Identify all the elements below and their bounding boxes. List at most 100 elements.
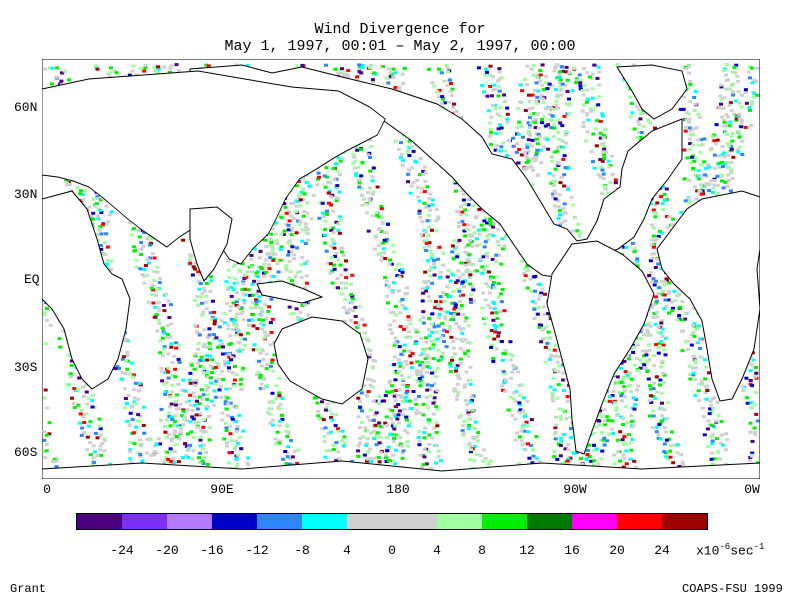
swath-cell	[290, 227, 295, 230]
swath-cell	[203, 300, 208, 304]
swath-cell	[426, 355, 431, 359]
swath-cell	[381, 247, 386, 251]
swath-cell	[591, 132, 596, 136]
swath-cell	[206, 64, 211, 68]
swath-cell	[323, 455, 328, 459]
swath-cell	[177, 343, 181, 347]
swath-cell	[457, 221, 462, 224]
swath-cell	[622, 359, 627, 363]
swath-cell	[330, 418, 335, 422]
swath-cell	[558, 213, 563, 217]
swath-cell	[235, 424, 240, 428]
swath-cell	[558, 407, 562, 411]
swath-cell	[212, 319, 217, 323]
swath-cell	[430, 330, 435, 334]
swath-cell	[43, 342, 48, 346]
swath-cell	[240, 348, 245, 351]
swath-cell	[372, 456, 377, 460]
swath-cell	[352, 155, 357, 159]
swath-cell	[336, 258, 341, 262]
swath-cell	[360, 421, 365, 424]
swath-cell	[455, 253, 460, 256]
swath-cell	[136, 413, 141, 417]
swath-cell	[403, 307, 408, 311]
swath-cell	[189, 361, 194, 365]
swath-cell	[91, 217, 95, 221]
swath-cell	[109, 259, 114, 263]
swath-cell	[565, 461, 570, 465]
swath-cell	[271, 369, 276, 373]
swath-cell	[558, 121, 563, 125]
swath-cell	[463, 250, 468, 254]
swath-cell	[269, 274, 274, 278]
swath-cell	[204, 345, 209, 349]
swath-cell	[581, 93, 586, 97]
swath-cell	[459, 328, 463, 332]
swath-cell	[567, 71, 572, 75]
swath-cell	[263, 258, 268, 262]
swath-cell	[577, 234, 582, 238]
swath-cell	[107, 213, 112, 217]
swath-cell	[505, 106, 510, 110]
swath-cell	[639, 135, 644, 139]
swath-cell	[264, 367, 269, 371]
swath-cell	[423, 357, 428, 361]
swath-cell	[519, 153, 524, 157]
swath-cell	[592, 443, 596, 447]
swath-cell	[298, 198, 303, 202]
swath-cell	[339, 281, 344, 285]
swath-cell	[114, 71, 119, 75]
swath-cell	[539, 340, 544, 344]
swath-cell	[468, 382, 473, 386]
swath-cell	[535, 76, 540, 80]
swath-cell	[141, 423, 146, 427]
swath-cell	[318, 201, 323, 205]
swath-cell	[364, 211, 369, 215]
swath-cell	[407, 399, 412, 403]
swath-cell	[109, 66, 113, 70]
swath-cell	[270, 358, 275, 362]
swath-cell	[141, 245, 145, 249]
swath-cell	[197, 420, 201, 424]
swath-cell	[653, 203, 658, 207]
swath-cell	[501, 358, 505, 362]
swath-cell	[232, 281, 237, 285]
swath-cell	[243, 337, 248, 341]
swath-cell	[415, 371, 420, 375]
swath-cell	[606, 159, 611, 163]
swath-cell	[275, 441, 280, 444]
swath-cell	[466, 197, 471, 201]
swath-cell	[494, 324, 499, 328]
swath-cell	[403, 429, 408, 433]
swath-cell	[336, 457, 341, 461]
swath-cell	[267, 267, 272, 271]
swath-cell	[77, 421, 82, 425]
swath-cell	[156, 306, 161, 310]
swath-cell	[522, 429, 527, 433]
swath-cell	[519, 429, 524, 433]
swath-cell	[454, 366, 459, 370]
swath-cell	[213, 395, 218, 399]
swath-cell	[434, 405, 439, 409]
swath-cell	[377, 394, 382, 398]
swath-cell	[587, 75, 592, 79]
swath-cell	[457, 276, 462, 280]
swath-cell	[105, 258, 110, 262]
swath-cell	[525, 268, 530, 272]
swath-cell	[387, 262, 392, 266]
swath-cell	[142, 69, 147, 73]
swath-cell	[292, 253, 297, 257]
swath-cell	[635, 259, 639, 263]
swath-cell	[188, 381, 193, 385]
swath-cell	[662, 198, 667, 202]
swath-cell	[492, 221, 496, 225]
swath-cell	[257, 318, 262, 322]
swath-cell	[296, 219, 301, 223]
swath-cell	[502, 309, 507, 313]
swath-cell	[149, 454, 154, 457]
swath-cell	[551, 192, 556, 196]
swath-cell	[400, 163, 405, 167]
swath-cell	[671, 217, 676, 221]
swath-cell	[155, 265, 160, 269]
swath-cell	[468, 444, 473, 448]
